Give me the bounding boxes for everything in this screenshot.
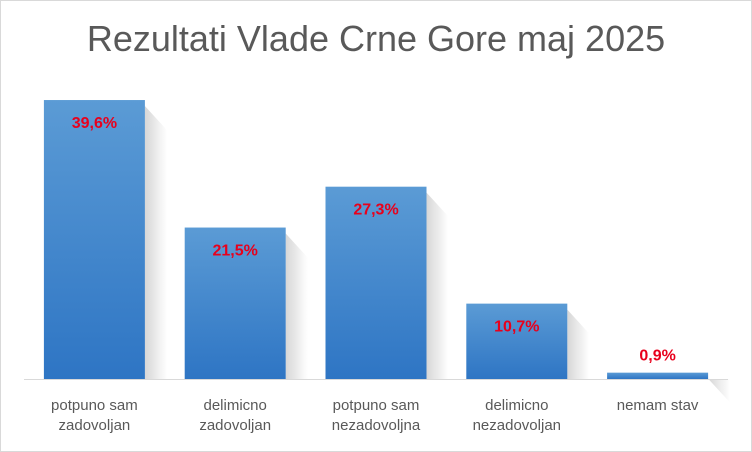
data-label: 39,6%: [72, 115, 117, 132]
category-label: nemam stav: [617, 397, 699, 414]
category-label: zadovoljan: [199, 417, 271, 434]
data-label: 0,9%: [639, 348, 675, 365]
chart-title: Rezultati Vlade Crne Gore maj 2025: [86, 18, 666, 59]
category-label: zadovoljan: [59, 417, 131, 434]
category-label: nezadovoljna: [332, 417, 421, 434]
bar-shadow: [708, 378, 731, 403]
category-label: delimicno: [204, 397, 267, 414]
bar-shadow: [426, 192, 449, 379]
bar: [184, 227, 286, 379]
category-label: potpuno sam: [51, 397, 138, 414]
bar: [607, 372, 709, 379]
bar-shadow: [144, 106, 167, 379]
category-label: delimicno: [485, 397, 548, 414]
bar-shadow: [285, 233, 308, 379]
data-label: 10,7%: [494, 319, 539, 336]
bar: [466, 303, 568, 379]
bar-shadow: [567, 309, 590, 379]
bar: [325, 186, 427, 379]
bar: [43, 100, 145, 379]
category-label: nezadovoljan: [473, 417, 561, 434]
category-label: potpuno sam: [333, 397, 420, 414]
data-label: 21,5%: [213, 243, 258, 260]
data-label: 27,3%: [353, 202, 398, 219]
